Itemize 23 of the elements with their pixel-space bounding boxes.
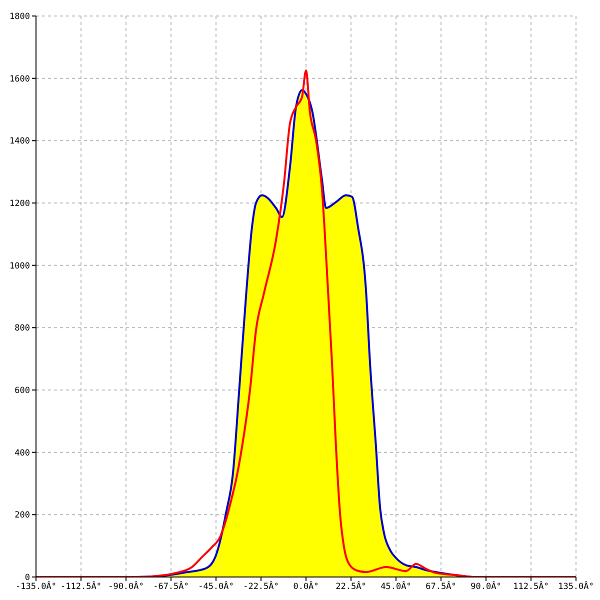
y-tick-label: 1000: [10, 261, 30, 272]
x-tick-label: 45.0Â°: [380, 581, 412, 592]
x-tick-label: -90.0Â°: [108, 581, 144, 592]
x-tick-label: 135.0Â°: [558, 581, 594, 592]
x-tick-label: 90.0Â°: [470, 581, 502, 592]
x-tick-label: -45.0Â°: [198, 581, 234, 592]
y-tick-label: 600: [14, 386, 30, 396]
x-tick-label: -112.5Â°: [60, 581, 102, 592]
x-tick-label: -22.5Â°: [243, 581, 279, 592]
x-tick-label: -135.0Â°: [16, 581, 56, 592]
x-tick-label: -67.5Â°: [153, 581, 189, 592]
y-tick-label: 1800: [10, 12, 30, 22]
x-tick-label: 112.5Â°: [513, 581, 549, 592]
x-tick-label: 67.5Â°: [426, 581, 456, 592]
y-tick-label: 800: [14, 324, 30, 334]
x-tick-label: 0.0Â°: [293, 581, 319, 592]
y-tick-label: 0: [24, 573, 30, 584]
y-tick-label: 1200: [10, 199, 30, 210]
y-tick-label: 1600: [10, 74, 30, 84]
x-tick-label: 22.5Â°: [336, 581, 366, 592]
y-tick-label: 400: [14, 448, 30, 458]
y-tick-label: 200: [14, 510, 30, 521]
y-tick-label: 1400: [10, 136, 30, 147]
